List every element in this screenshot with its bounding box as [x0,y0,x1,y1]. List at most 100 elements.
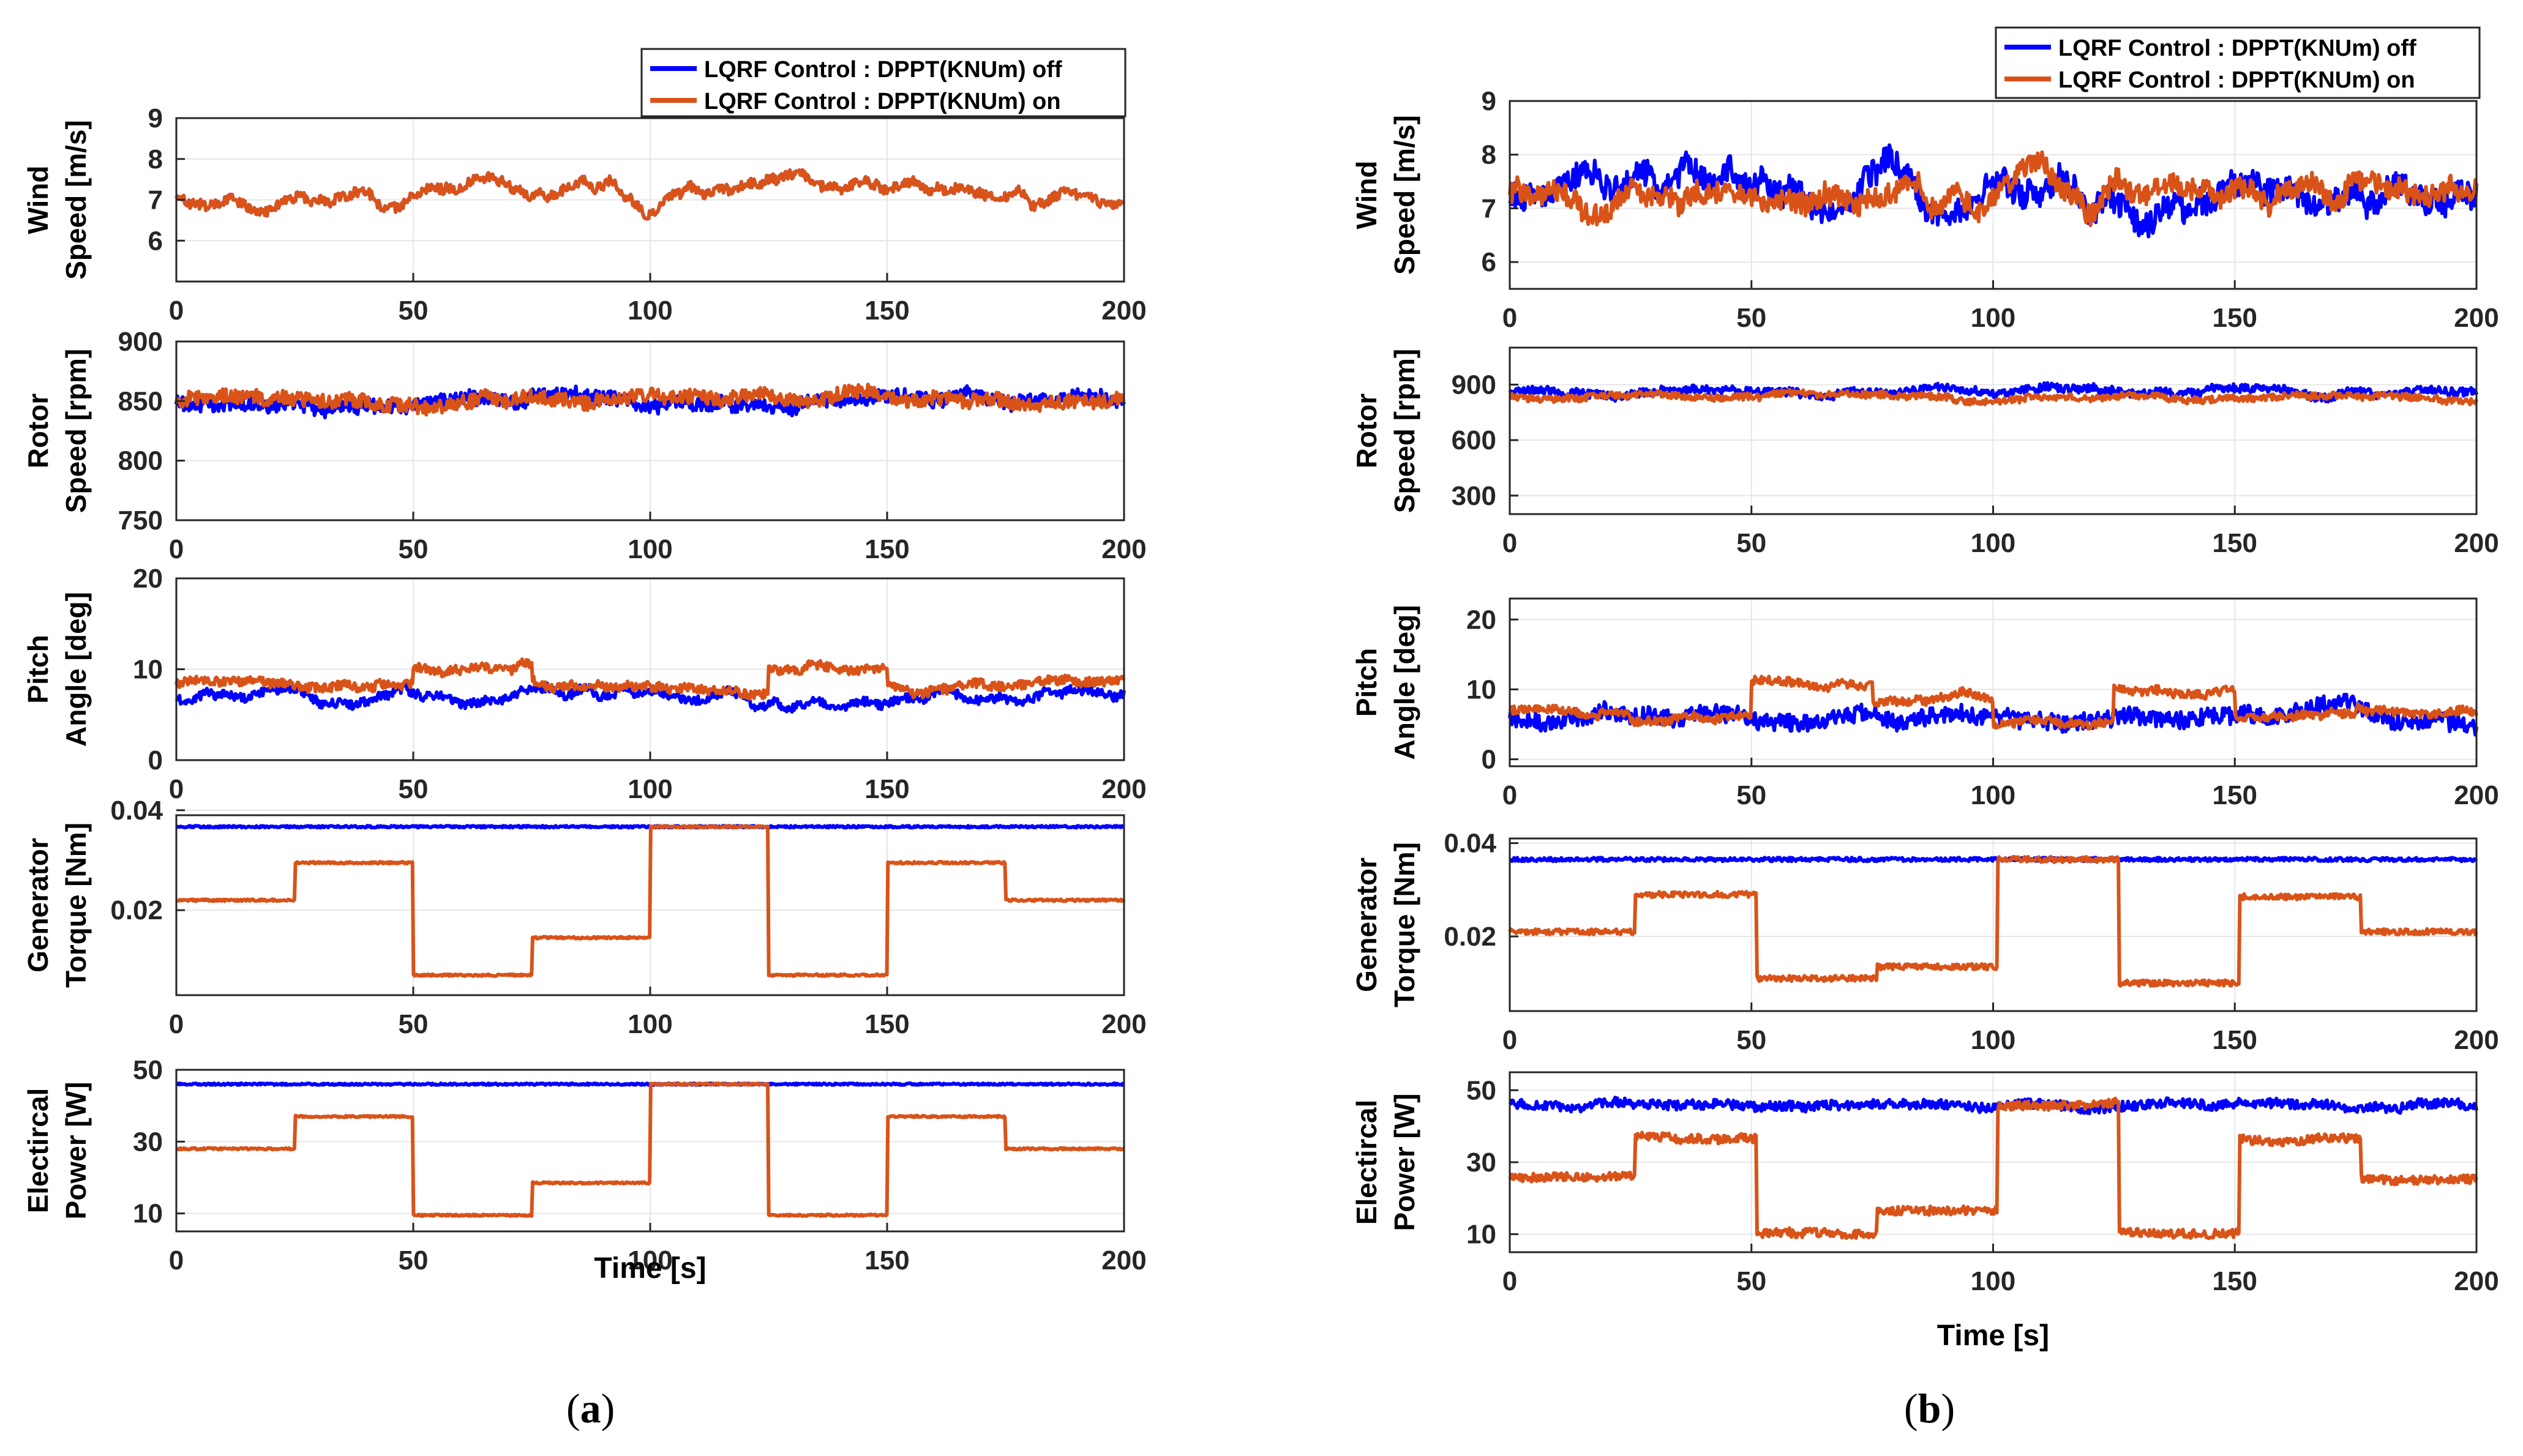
x-tick-label: 200 [2454,1266,2499,1296]
caption-a-open: ( [566,1385,580,1432]
y-tick-label: 10 [1466,1220,1496,1250]
y-axis-label: Generator [22,838,54,973]
y-axis-label: Electircal [22,1088,54,1214]
y-axis-label: Speed [rpm] [1389,349,1420,513]
y-axis-label: Rotor [22,394,54,469]
x-tick-label: 150 [864,534,909,564]
y-tick-label: 9 [1482,86,1496,116]
x-tick-label: 100 [1971,780,2015,810]
y-axis-label: Torque [Nm] [1389,842,1420,1007]
x-tick-label: 100 [1971,528,2015,558]
y-axis-label: Angle [deg] [1389,605,1420,760]
y-axis-label: Wind [1351,161,1382,230]
x-tick-label: 0 [1502,1266,1517,1296]
x-tick-label: 200 [2454,1025,2499,1055]
y-tick-label: 30 [1466,1148,1496,1178]
legend: LQRF Control : DPPT(KNUm) off LQRF Contro… [640,48,1127,118]
y-tick-label: 30 [133,1127,163,1157]
y-tick-label: 0 [1482,745,1496,775]
x-tick-label: 200 [1101,534,1146,564]
y-tick-label: 7 [1482,193,1496,223]
y-tick-label: 7 [148,185,163,215]
y-axis-label: Rotor [1351,394,1382,469]
legend-box [1995,26,2481,99]
y-axis-label: Generator [1351,857,1382,992]
y-tick-label: 10 [133,1199,163,1229]
x-tick-label: 100 [628,1009,672,1039]
x-tick-label: 150 [864,1245,909,1275]
legend-label-dppt-off: LQRF Control : DPPT(KNUm) off [2058,35,2416,61]
x-tick-label: 150 [864,774,909,804]
x-tick-label: 150 [2213,528,2257,558]
y-tick-label: 20 [133,564,163,594]
x-tick-label: 150 [2213,1266,2257,1296]
x-tick-label: 0 [1502,303,1517,333]
y-tick-label: 8 [148,144,163,174]
subplot-5: 0 50 100 150 200 10 30 50 Electircal Power [W] [22,1055,1147,1275]
x-tick-label: 0 [169,296,184,326]
x-tick-label: 0 [169,534,184,564]
x-tick-label: 50 [1736,528,1766,558]
x-tick-label: 50 [1736,1025,1766,1055]
series-line-dppt-on [175,1081,1125,1218]
legend-box [640,48,1127,118]
legend: LQRF Control : DPPT(KNUm) off LQRF Contro… [1995,26,2481,99]
x-tick-label: 50 [399,1245,429,1275]
caption-a-letter: a [580,1385,601,1432]
subplot-3: 0 50 100 150 200 0 10 20 Pitch Angle [deg] [22,564,1147,804]
x-tick-label: 100 [1971,1025,2015,1055]
y-tick-label: 50 [1466,1075,1496,1105]
legend-label-dppt-on: LQRF Control : DPPT(KNUm) on [704,89,1061,114]
y-tick-label: 0.04 [110,796,163,826]
x-tick-label: 150 [864,296,909,326]
y-tick-label: 6 [1482,247,1496,277]
x-tick-label: 0 [1502,528,1517,558]
x-tick-label: 100 [1971,1266,2015,1296]
caption-a-close: ) [601,1385,615,1432]
x-tick-label: 50 [1736,1266,1766,1296]
y-tick-label: 0.04 [1444,829,1496,859]
x-tick-label: 150 [2213,303,2257,333]
x-tick-label: 200 [1101,296,1146,326]
y-axis-label: Speed [m/s] [1389,115,1420,275]
x-axis-label: Time [s] [594,1252,706,1285]
x-tick-label: 150 [864,1009,909,1039]
x-tick-label: 200 [1101,1245,1146,1275]
caption-b: (b) [1904,1384,1955,1433]
y-tick-label: 600 [1452,425,1496,455]
x-tick-label: 100 [628,296,672,326]
x-tick-label: 150 [2213,780,2257,810]
caption-b-close: ) [1941,1385,1955,1432]
y-tick-label: 300 [1452,481,1496,511]
x-tick-label: 50 [399,1009,429,1039]
y-axis-label: Angle [deg] [60,592,92,747]
subplot-4: 0 50 100 150 200 0.02 0.04 Generator Torque [Nm] [1351,829,2499,1055]
y-axis-label: Pitch [22,635,54,703]
x-tick-label: 50 [399,296,429,326]
x-tick-label: 50 [1736,780,1766,810]
series-line-dppt-off [174,384,1126,420]
series-line-dppt-on [175,824,1126,978]
x-tick-label: 50 [399,774,429,804]
caption-a: (a) [566,1384,615,1433]
series-line-dppt-off [1508,381,2478,404]
y-tick-label: 0.02 [1444,922,1496,952]
subplot-2: 0 50 100 150 200 300 600 900 Rotor Speed [rpm] [1351,346,2499,558]
y-axis-label: Power [W] [1389,1094,1420,1231]
x-axis-label: Time [s] [1937,1320,2049,1352]
x-tick-label: 200 [1101,1009,1146,1039]
x-tick-label: 200 [2454,780,2499,810]
y-tick-label: 850 [118,386,163,416]
series-line-dppt-off [1508,143,2478,239]
series-line-dppt-on [1508,674,2478,731]
legend-label-dppt-off: LQRF Control : DPPT(KNUm) off [704,57,1062,83]
y-axis-label: Power [W] [60,1082,92,1220]
y-tick-label: 10 [1466,674,1496,704]
x-tick-label: 200 [2454,528,2499,558]
subplot-2: 0 50 100 150 200 750 800 850 900 Rotor Speed [rpm] [22,327,1147,564]
y-axis-label: Electircal [1351,1100,1382,1225]
legend-label-dppt-on: LQRF Control : DPPT(KNUm) on [2058,67,2415,93]
x-tick-label: 0 [169,774,184,804]
y-axis-label: Pitch [1351,648,1382,717]
